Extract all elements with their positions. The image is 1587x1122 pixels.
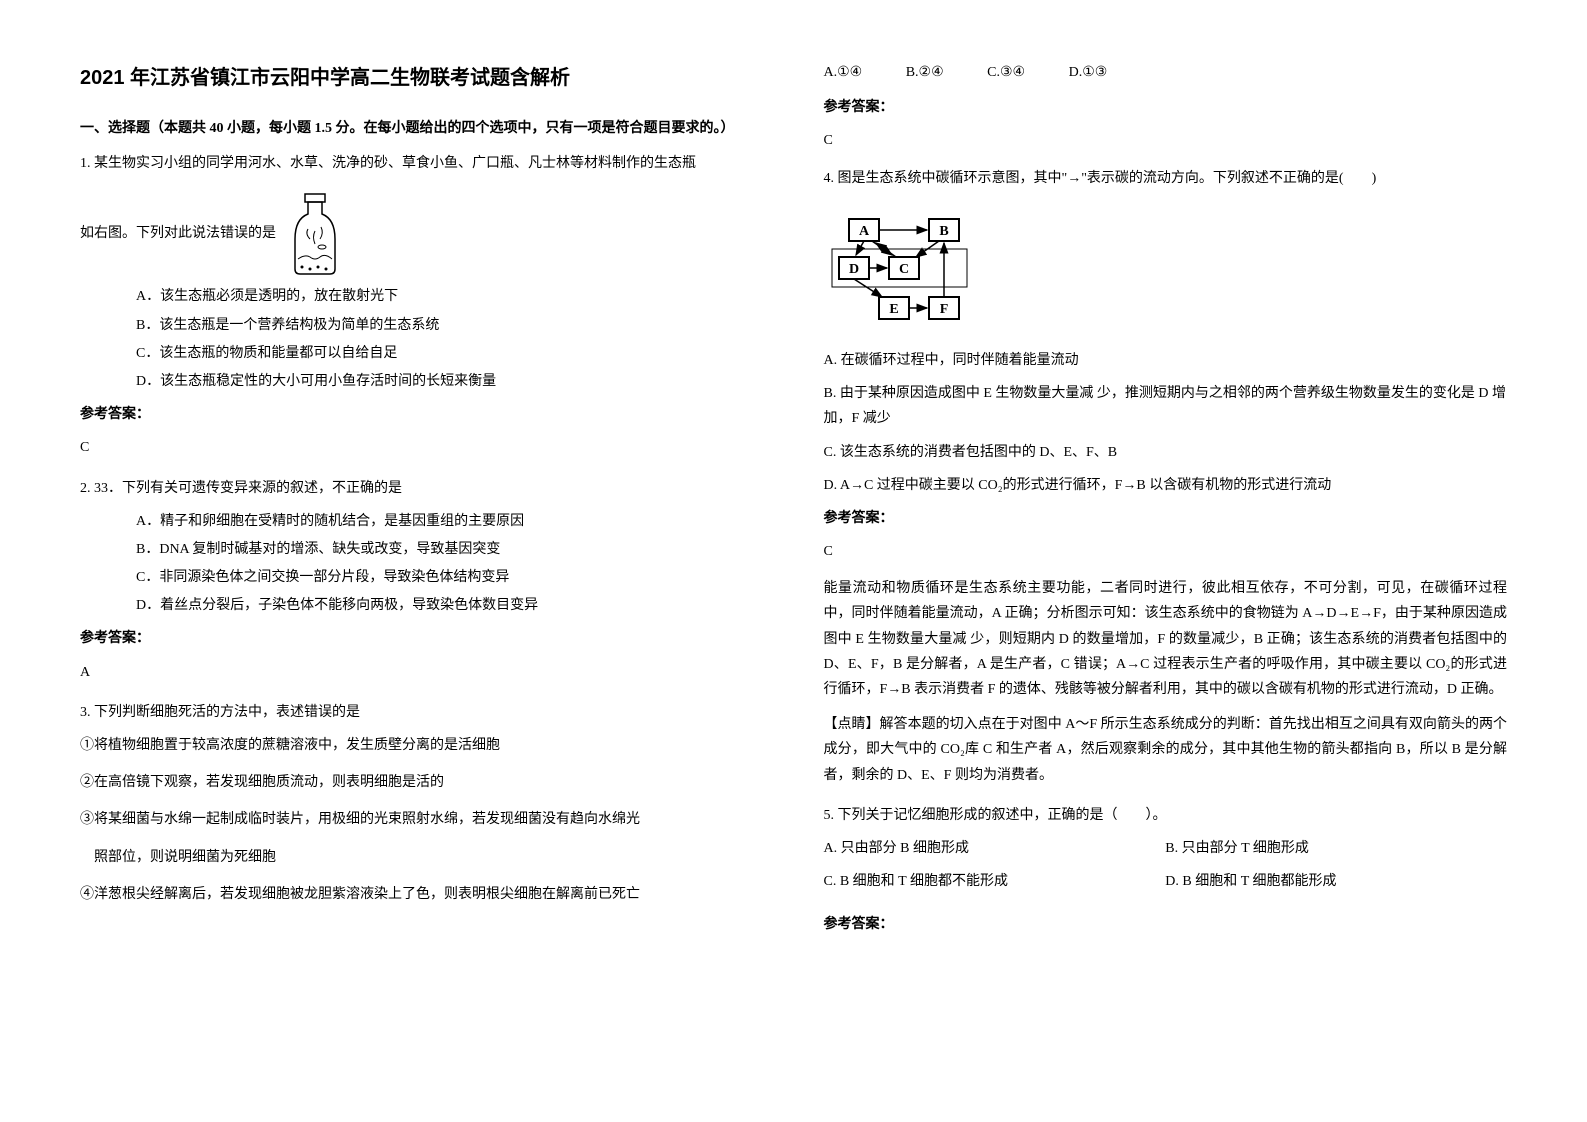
q3-opt-c: C.③④ xyxy=(987,65,1025,80)
q2-ans-label: 参考答案： xyxy=(80,626,764,651)
q3-item1: ①将植物细胞置于较高浓度的蔗糖溶液中，发生质壁分离的是活细胞 xyxy=(80,733,764,758)
q1-ans-label: 参考答案： xyxy=(80,402,764,427)
q3-ans: C xyxy=(824,128,1508,153)
carbon-cycle-diagram: A B C D E F xyxy=(824,209,1004,329)
question-2: 2. 33．下列有关可遗传变异来源的叙述，不正确的是 A．精子和卵细胞在受精时的… xyxy=(80,476,764,685)
q3-opt-a: A.①④ xyxy=(824,65,863,80)
q4-ans-label: 参考答案： xyxy=(824,506,1508,531)
page-title: 2021 年江苏省镇江市云阳中学高二生物联考试题含解析 xyxy=(80,60,764,96)
question-3: 3. 下列判断细胞死活的方法中，表述错误的是 ①将植物细胞置于较高浓度的蔗糖溶液… xyxy=(80,700,764,907)
node-e: E xyxy=(889,302,898,317)
q1-opt-a: A．该生态瓶必须是透明的，放在散射光下 xyxy=(136,284,764,309)
q1-options: A．该生态瓶必须是透明的，放在散射光下 B．该生态瓶是一个营养结构极为简单的生态… xyxy=(80,284,764,394)
q4-opt-d: D. A→C 过程中碳主要以 CO₂的形式进行循环，F→B 以含碳有机物的形式进… xyxy=(824,473,1508,498)
q2-opt-d: D．着丝点分裂后，子染色体不能移向两极，导致染色体数目变异 xyxy=(136,593,764,618)
section-header: 一、选择题（本题共 40 小题，每小题 1.5 分。在每小题给出的四个选项中，只… xyxy=(80,116,764,141)
node-d: D xyxy=(848,262,858,277)
q3-item2: ②在高倍镜下观察，若发现细胞质流动，则表明细胞是活的 xyxy=(80,770,764,795)
node-c: C xyxy=(898,262,908,277)
q1-opt-b: B．该生态瓶是一个营养结构极为简单的生态系统 xyxy=(136,313,764,338)
q1-opt-c: C．该生态瓶的物质和能量都可以自给自足 xyxy=(136,341,764,366)
q5-opt-a: A. 只由部分 B 细胞形成 xyxy=(824,836,1166,861)
q1-image-row: 如右图。下列对此说法错误的是 xyxy=(80,184,764,284)
q4-text: 4. 图是生态系统中碳循环示意图，其中"→"表示碳的流动方向。下列叙述不正确的是… xyxy=(824,166,1508,191)
q4-ans: C xyxy=(824,539,1508,564)
right-column: A.①④ B.②④ C.③④ D.①③ 参考答案： C 4. 图是生态系统中碳循… xyxy=(824,60,1508,1062)
q3-item4: ④洋葱根尖经解离后，若发现细胞被龙胆紫溶液染上了色，则表明根尖细胞在解离前已死亡 xyxy=(80,882,764,907)
q4-hint: 【点睛】解答本题的切入点在于对图中 A～F 所示生态系统成分的判断：首先找出相互… xyxy=(824,712,1508,788)
question-5: 5. 下列关于记忆细胞形成的叙述中，正确的是（ ）。 A. 只由部分 B 细胞形… xyxy=(824,803,1508,938)
q4-explanation: 能量流动和物质循环是生态系统主要功能，二者同时进行，彼此相互依存，不可分割，可见… xyxy=(824,576,1508,702)
node-a: A xyxy=(858,224,869,239)
q4-opt-a: A. 在碳循环过程中，同时伴随着能量流动 xyxy=(824,348,1508,373)
q5-opt-d: D. B 细胞和 T 细胞都能形成 xyxy=(1165,869,1507,894)
bottle-icon xyxy=(280,189,350,279)
q1-ans: C xyxy=(80,435,764,460)
q5-ans-label: 参考答案： xyxy=(824,912,1508,937)
q3-options: A.①④ B.②④ C.③④ D.①③ xyxy=(824,60,1508,85)
q3-item3b: 照部位，则说明细菌为死细胞 xyxy=(80,845,764,870)
q2-text: 2. 33．下列有关可遗传变异来源的叙述，不正确的是 xyxy=(80,476,764,501)
q3-opt-b: B.②④ xyxy=(906,65,944,80)
question-4: 4. 图是生态系统中碳循环示意图，其中"→"表示碳的流动方向。下列叙述不正确的是… xyxy=(824,166,1508,788)
q1-text: 1. 某生物实习小组的同学用河水、水草、洗净的砂、草食小鱼、广口瓶、凡士林等材料… xyxy=(80,151,764,176)
q4-opt-c: C. 该生态系统的消费者包括图中的 D、E、F、B xyxy=(824,440,1508,465)
q1-text2: 如右图。下列对此说法错误的是 xyxy=(80,227,276,242)
q5-opt-b: B. 只由部分 T 细胞形成 xyxy=(1165,836,1507,861)
question-1: 1. 某生物实习小组的同学用河水、水草、洗净的砂、草食小鱼、广口瓶、凡士林等材料… xyxy=(80,151,764,460)
q2-opt-a: A．精子和卵细胞在受精时的随机结合，是基因重组的主要原因 xyxy=(136,509,764,534)
node-b: B xyxy=(939,224,948,239)
q4-opt-b: B. 由于某种原因造成图中 E 生物数量大量减 少，推测短期内与之相邻的两个营养… xyxy=(824,381,1508,431)
q3-ans-label: 参考答案： xyxy=(824,95,1508,120)
q3-opt-d: D.①③ xyxy=(1069,65,1108,80)
q2-opt-c: C．非同源染色体之间交换一部分片段，导致染色体结构变异 xyxy=(136,565,764,590)
q2-opt-b: B．DNA 复制时碱基对的增添、缺失或改变，导致基因突变 xyxy=(136,537,764,562)
q5-opt-c: C. B 细胞和 T 细胞都不能形成 xyxy=(824,869,1166,894)
q3-item3: ③将某细菌与水绵一起制成临时装片，用极细的光束照射水绵，若发现细菌没有趋向水绵光 xyxy=(80,807,764,832)
node-f: F xyxy=(939,302,948,317)
q2-options: A．精子和卵细胞在受精时的随机结合，是基因重组的主要原因 B．DNA 复制时碱基… xyxy=(80,509,764,619)
q2-ans: A xyxy=(80,660,764,685)
q1-opt-d: D．该生态瓶稳定性的大小可用小鱼存活时间的长短来衡量 xyxy=(136,369,764,394)
q5-options: A. 只由部分 B 细胞形成 B. 只由部分 T 细胞形成 C. B 细胞和 T… xyxy=(824,836,1508,902)
q5-text: 5. 下列关于记忆细胞形成的叙述中，正确的是（ ）。 xyxy=(824,803,1508,828)
left-column: 2021 年江苏省镇江市云阳中学高二生物联考试题含解析 一、选择题（本题共 40… xyxy=(80,60,764,1062)
q3-text: 3. 下列判断细胞死活的方法中，表述错误的是 xyxy=(80,700,764,725)
